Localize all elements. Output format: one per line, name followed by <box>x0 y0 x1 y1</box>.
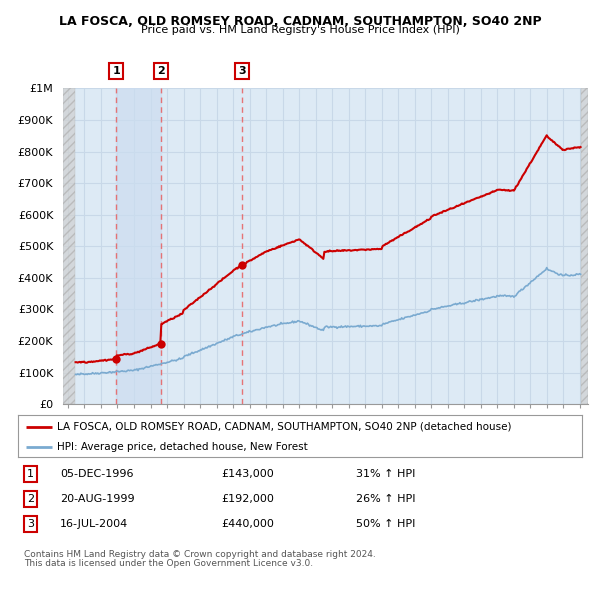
Text: This data is licensed under the Open Government Licence v3.0.: This data is licensed under the Open Gov… <box>24 559 313 568</box>
Text: LA FOSCA, OLD ROMSEY ROAD, CADNAM, SOUTHAMPTON, SO40 2NP (detached house): LA FOSCA, OLD ROMSEY ROAD, CADNAM, SOUTH… <box>58 422 512 432</box>
Text: 1: 1 <box>112 66 120 76</box>
Text: 26% ↑ HPI: 26% ↑ HPI <box>356 494 416 504</box>
Text: LA FOSCA, OLD ROMSEY ROAD, CADNAM, SOUTHAMPTON, SO40 2NP: LA FOSCA, OLD ROMSEY ROAD, CADNAM, SOUTH… <box>59 15 541 28</box>
Text: Price paid vs. HM Land Registry's House Price Index (HPI): Price paid vs. HM Land Registry's House … <box>140 25 460 35</box>
Text: 3: 3 <box>27 519 34 529</box>
Text: 1: 1 <box>27 469 34 479</box>
Text: 16-JUL-2004: 16-JUL-2004 <box>60 519 128 529</box>
Text: 50% ↑ HPI: 50% ↑ HPI <box>356 519 416 529</box>
Text: HPI: Average price, detached house, New Forest: HPI: Average price, detached house, New … <box>58 442 308 451</box>
Text: 2: 2 <box>27 494 34 504</box>
Bar <box>116 88 161 404</box>
Text: Contains HM Land Registry data © Crown copyright and database right 2024.: Contains HM Land Registry data © Crown c… <box>24 550 376 559</box>
Text: 20-AUG-1999: 20-AUG-1999 <box>60 494 135 504</box>
Text: £192,000: £192,000 <box>221 494 274 504</box>
Text: 2: 2 <box>157 66 165 76</box>
Text: 05-DEC-1996: 05-DEC-1996 <box>60 469 134 479</box>
Text: 31% ↑ HPI: 31% ↑ HPI <box>356 469 416 479</box>
Text: £440,000: £440,000 <box>221 519 274 529</box>
Text: 3: 3 <box>238 66 246 76</box>
Text: £143,000: £143,000 <box>221 469 274 479</box>
